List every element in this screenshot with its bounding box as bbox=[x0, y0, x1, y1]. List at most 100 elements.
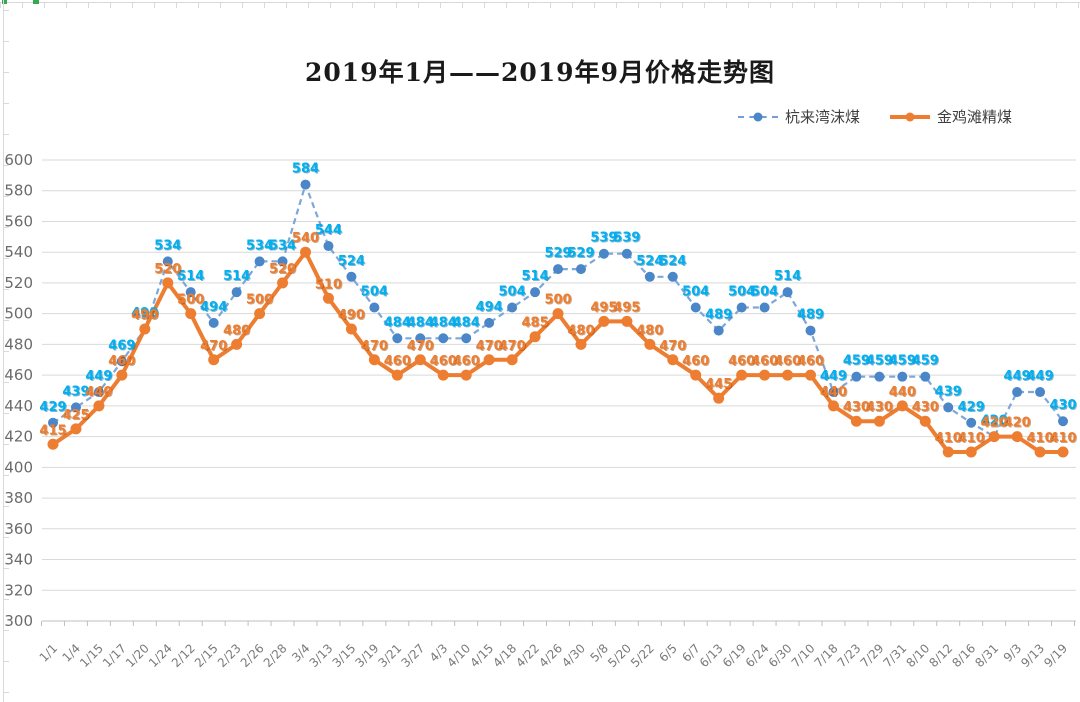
svg-text:460: 460 bbox=[751, 354, 778, 369]
svg-text:320: 320 bbox=[5, 582, 34, 600]
svg-text:410: 410 bbox=[935, 431, 962, 446]
svg-text:300: 300 bbox=[5, 613, 34, 631]
svg-text:460: 460 bbox=[682, 354, 709, 369]
jinjitan-data-point bbox=[93, 400, 105, 412]
svg-text:430: 430 bbox=[867, 401, 894, 416]
svg-text:449: 449 bbox=[1027, 370, 1054, 385]
svg-text:400: 400 bbox=[4, 458, 33, 476]
svg-text:514: 514 bbox=[177, 269, 204, 284]
svg-text:460: 460 bbox=[431, 355, 458, 370]
hanglaiwan-data-point bbox=[874, 371, 885, 382]
svg-text:520: 520 bbox=[5, 275, 34, 293]
svg-text:524: 524 bbox=[659, 254, 686, 269]
svg-text:410: 410 bbox=[936, 432, 963, 447]
svg-text:524: 524 bbox=[660, 255, 687, 270]
x-axis-label: 9/199/19 bbox=[1041, 641, 1071, 670]
jinjitan-data-point bbox=[919, 415, 931, 427]
svg-text:430: 430 bbox=[866, 400, 893, 415]
svg-text:439: 439 bbox=[936, 385, 963, 400]
svg-text:500: 500 bbox=[177, 293, 204, 308]
x-axis-label: 6/196/19 bbox=[720, 641, 750, 670]
x-axis-label: 6/246/24 bbox=[743, 641, 773, 670]
svg-text:484: 484 bbox=[385, 316, 412, 331]
svg-text:480: 480 bbox=[5, 336, 34, 354]
svg-text:480: 480 bbox=[4, 335, 33, 353]
jinjitan-data-point bbox=[942, 446, 954, 458]
svg-text:460: 460 bbox=[109, 355, 136, 370]
svg-text:540: 540 bbox=[293, 232, 320, 247]
svg-text:445: 445 bbox=[706, 378, 733, 393]
svg-text:415: 415 bbox=[40, 424, 67, 439]
jinjitan-data-point bbox=[368, 354, 380, 366]
svg-text:300: 300 bbox=[4, 612, 33, 630]
svg-text:400: 400 bbox=[5, 459, 34, 477]
svg-text:6/5: 6/5 bbox=[656, 641, 680, 665]
svg-text:544: 544 bbox=[316, 224, 343, 239]
svg-text:459: 459 bbox=[843, 354, 870, 369]
svg-text:534: 534 bbox=[269, 238, 296, 253]
svg-text:469: 469 bbox=[108, 338, 135, 353]
jinjitan-data-point bbox=[1057, 446, 1069, 458]
svg-text:449: 449 bbox=[821, 370, 848, 385]
hanglaiwan-data-point bbox=[70, 402, 81, 413]
svg-text:460: 460 bbox=[775, 355, 802, 370]
hanglaiwan-data-point bbox=[185, 287, 196, 298]
hanglaiwan-data-point bbox=[48, 417, 58, 428]
svg-text:500: 500 bbox=[544, 293, 571, 308]
svg-text:459: 459 bbox=[844, 355, 871, 370]
svg-text:514: 514 bbox=[522, 270, 549, 285]
hanglaiwan-data-point bbox=[966, 417, 977, 428]
svg-text:504: 504 bbox=[361, 285, 388, 300]
hanglaiwan-data-point bbox=[346, 271, 357, 282]
x-axis-label: 4/154/15 bbox=[467, 641, 497, 670]
svg-text:490: 490 bbox=[132, 307, 159, 322]
svg-text:429: 429 bbox=[40, 401, 67, 416]
x-axis-label: 3/273/27 bbox=[398, 641, 428, 670]
svg-text:480: 480 bbox=[223, 323, 250, 338]
svg-text:504: 504 bbox=[500, 286, 527, 301]
legend-item-hanglaiwan[interactable]: 杭来湾沫煤 bbox=[738, 106, 860, 127]
x-axis-label: 4/184/18 bbox=[490, 641, 520, 670]
svg-text:490: 490 bbox=[338, 308, 365, 323]
hanglaiwan-data-point bbox=[690, 302, 701, 313]
svg-text:440: 440 bbox=[4, 397, 33, 415]
svg-text:520: 520 bbox=[4, 274, 33, 292]
svg-text:459: 459 bbox=[912, 354, 939, 369]
hanglaiwan-data-point bbox=[254, 256, 265, 267]
legend-item-jinjitan[interactable]: 金鸡滩精煤 bbox=[890, 106, 1012, 127]
svg-text:410: 410 bbox=[1049, 431, 1076, 446]
svg-text:380: 380 bbox=[5, 490, 34, 508]
svg-text:489: 489 bbox=[798, 309, 825, 324]
svg-text:489: 489 bbox=[706, 309, 733, 324]
